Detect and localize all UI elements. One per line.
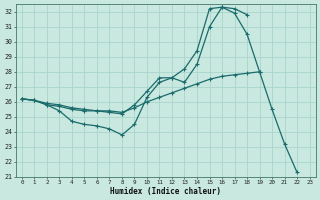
X-axis label: Humidex (Indice chaleur): Humidex (Indice chaleur) xyxy=(110,187,221,196)
